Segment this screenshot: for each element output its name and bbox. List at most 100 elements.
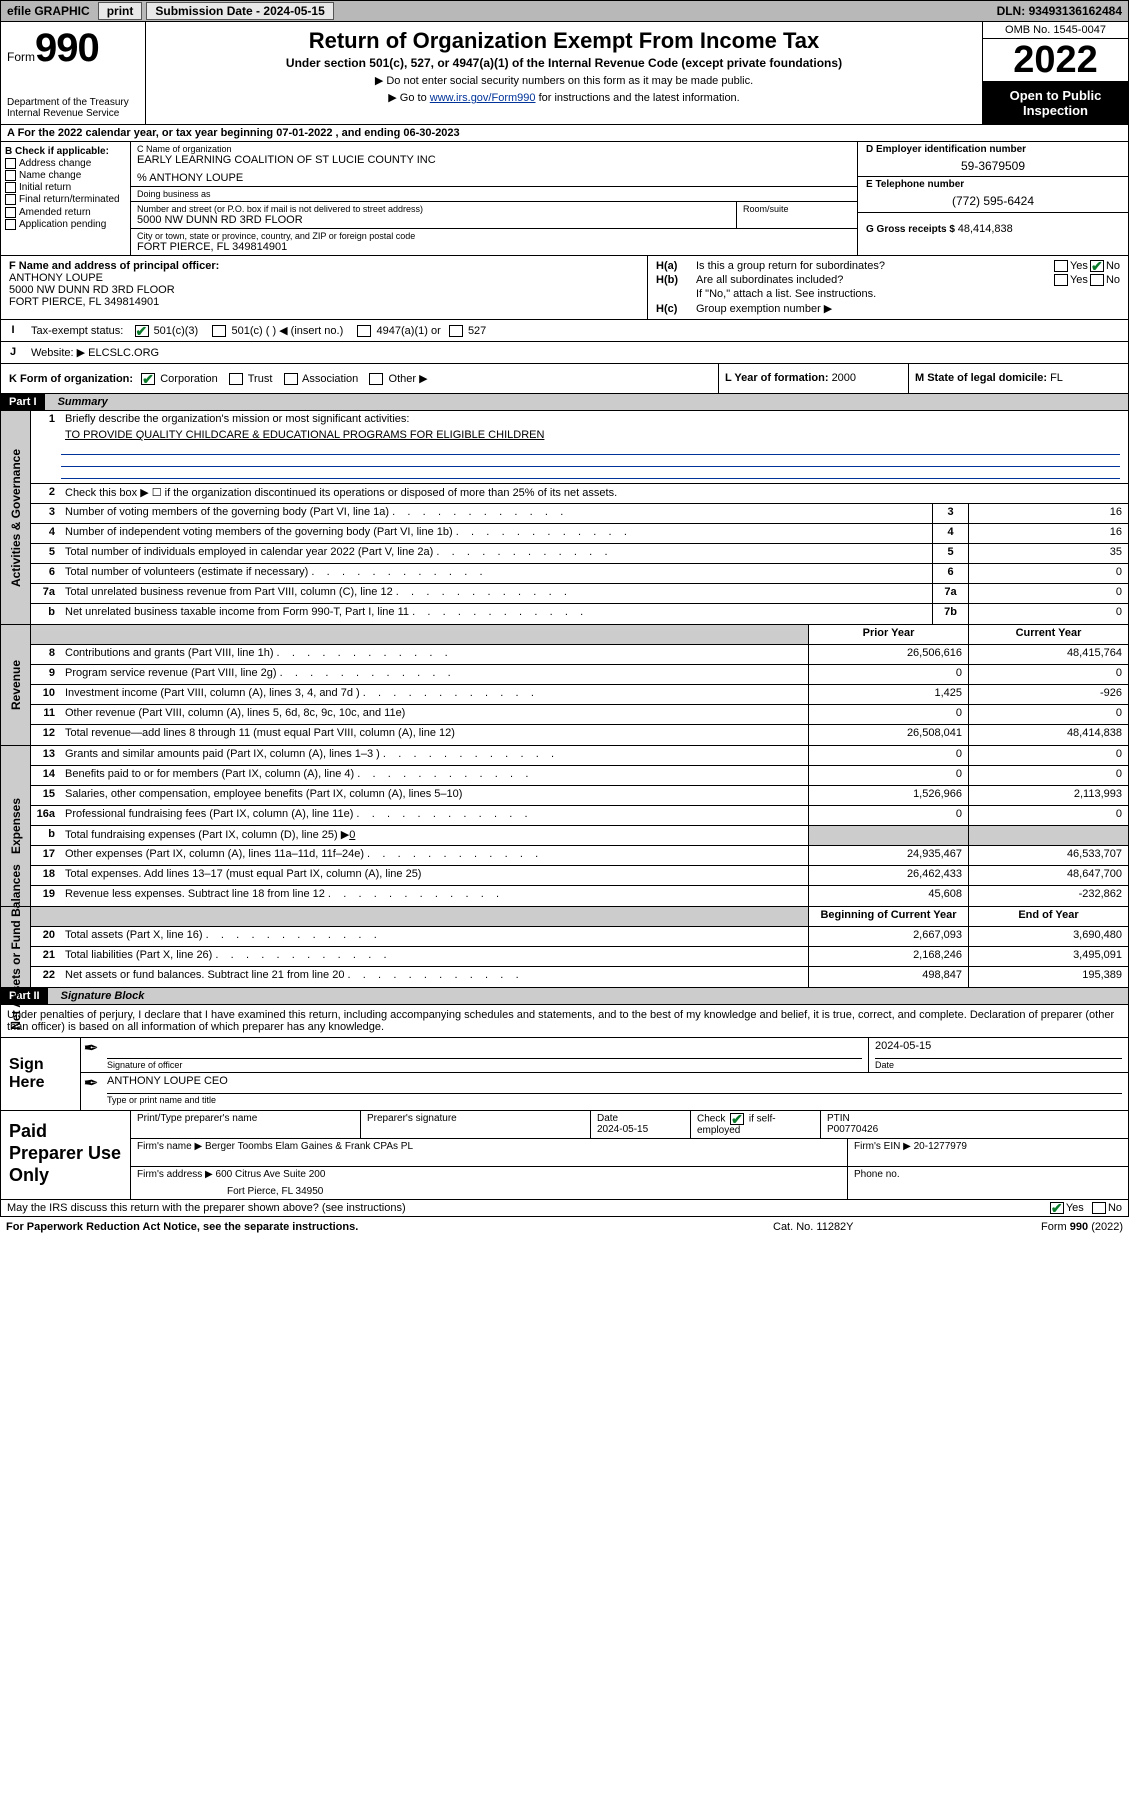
irs-link[interactable]: www.irs.gov/Form990 — [430, 92, 536, 104]
line-4: Number of independent voting members of … — [61, 524, 932, 543]
curr-12: 48,414,838 — [968, 725, 1128, 745]
firm-ein: 20-1277979 — [914, 1141, 967, 1152]
col-h-group: H(a) Is this a group return for subordin… — [648, 256, 1128, 319]
chk-4947[interactable] — [357, 325, 371, 337]
prior-13: 0 — [808, 746, 968, 765]
chk-association[interactable] — [284, 373, 298, 385]
paid-preparer-label: Paid Preparer Use Only — [1, 1111, 131, 1199]
tax-year-begin: 07-01-2022 — [276, 127, 332, 139]
firm-addr1: 600 Citrus Ave Suite 200 — [216, 1169, 326, 1180]
eoy-22: 195,389 — [968, 967, 1128, 987]
tax-year-end: 06-30-2023 — [403, 127, 459, 139]
chk-501c[interactable] — [212, 325, 226, 337]
discuss-yes[interactable] — [1050, 1202, 1064, 1214]
website-row: Website: ▶ ELCSLC.ORG — [25, 342, 1128, 363]
form-subtitle: Under section 501(c), 527, or 4947(a)(1)… — [154, 56, 974, 70]
col-de: D Employer identification number 59-3679… — [858, 142, 1128, 255]
line-15: Salaries, other compensation, employee b… — [61, 786, 808, 805]
curr-18: 48,647,700 — [968, 866, 1128, 885]
col-f-officer: F Name and address of principal officer:… — [1, 256, 648, 319]
line-7a: Total unrelated business revenue from Pa… — [61, 584, 932, 603]
line-13: Grants and similar amounts paid (Part IX… — [61, 746, 808, 765]
prior-19: 45,608 — [808, 886, 968, 906]
ha-yes[interactable]: Yes — [1052, 260, 1088, 272]
prior-10: 1,425 — [808, 685, 968, 704]
omb-number: OMB No. 1545-0047 — [983, 22, 1128, 39]
line-12: Total revenue—add lines 8 through 11 (mu… — [61, 725, 808, 745]
ein: 59-3679509 — [866, 155, 1120, 173]
discuss-no[interactable] — [1092, 1202, 1106, 1214]
line-19: Revenue less expenses. Subtract line 18 … — [61, 886, 808, 906]
chk-initial-return[interactable]: Initial return — [5, 182, 126, 193]
cat-no: Cat. No. 11282Y — [773, 1221, 973, 1233]
line-20: Total assets (Part X, line 16) — [61, 927, 808, 946]
penalties-text: Under penalties of perjury, I declare th… — [0, 1005, 1129, 1038]
block-fh: F Name and address of principal officer:… — [0, 256, 1129, 320]
top-toolbar: efile GRAPHIC print Submission Date - 20… — [0, 0, 1129, 22]
prior-18: 26,462,433 — [808, 866, 968, 885]
line-16b: Total fundraising expenses (Part IX, col… — [61, 826, 808, 845]
city-state-zip: FORT PIERCE, FL 349814901 — [137, 241, 851, 253]
section-expenses: Expenses 13Grants and similar amounts pa… — [0, 746, 1129, 907]
curr-14: 0 — [968, 766, 1128, 785]
prior-17: 24,935,467 — [808, 846, 968, 865]
row-klm: K Form of organization: Corporation Trus… — [0, 364, 1129, 394]
dln-label: DLN: 93493136162484 — [997, 4, 1128, 18]
hb-no[interactable]: No — [1088, 274, 1120, 286]
part2-header: Part II Signature Block — [0, 988, 1129, 1005]
chk-name-change[interactable]: Name change — [5, 170, 126, 181]
chk-application-pending[interactable]: Application pending — [5, 219, 126, 230]
print-button[interactable]: print — [98, 2, 143, 20]
ha-no[interactable]: No — [1088, 260, 1120, 272]
header-right: OMB No. 1545-0047 2022 Open to Public In… — [983, 22, 1128, 124]
prep-date: 2024-05-15 — [597, 1124, 648, 1135]
chk-address-change[interactable]: Address change — [5, 158, 126, 169]
line-18: Total expenses. Add lines 13–17 (must eq… — [61, 866, 808, 885]
val-7b: 0 — [968, 604, 1128, 624]
footer-last-line: For Paperwork Reduction Act Notice, see … — [0, 1217, 1129, 1237]
curr-9: 0 — [968, 665, 1128, 684]
curr-10: -926 — [968, 685, 1128, 704]
chk-501c3[interactable] — [135, 325, 149, 337]
curr-15: 2,113,993 — [968, 786, 1128, 805]
line-17: Other expenses (Part IX, column (A), lin… — [61, 846, 808, 865]
prior-16a: 0 — [808, 806, 968, 825]
col-b-checkboxes: B Check if applicable: Address change Na… — [1, 142, 131, 255]
hdr-boy: Beginning of Current Year — [808, 907, 968, 926]
firm-addr2: Fort Pierce, FL 34950 — [137, 1180, 841, 1197]
irs-label: Internal Revenue Service — [7, 108, 139, 119]
line-22: Net assets or fund balances. Subtract li… — [61, 967, 808, 987]
hb-yes[interactable]: Yes — [1052, 274, 1088, 286]
curr-17: 46,533,707 — [968, 846, 1128, 865]
chk-other[interactable] — [369, 373, 383, 385]
form-of-org: K Form of organization: Corporation Trus… — [1, 364, 718, 393]
hdr-eoy: End of Year — [968, 907, 1128, 926]
chk-527[interactable] — [449, 325, 463, 337]
hdr-current-year: Current Year — [968, 625, 1128, 644]
submission-date-button[interactable]: Submission Date - 2024-05-15 — [146, 2, 333, 20]
val-5: 35 — [968, 544, 1128, 563]
chk-amended-return[interactable]: Amended return — [5, 207, 126, 218]
chk-trust[interactable] — [229, 373, 243, 385]
chk-final-return[interactable]: Final return/terminated — [5, 194, 126, 205]
val-3: 16 — [968, 504, 1128, 523]
year-formation: L Year of formation: 2000 — [718, 364, 908, 393]
chk-self-employed[interactable] — [730, 1113, 744, 1125]
chk-corporation[interactable] — [141, 373, 155, 385]
eoy-20: 3,690,480 — [968, 927, 1128, 946]
officer-name: ANTHONY LOUPE — [9, 272, 639, 284]
line-6: Total number of volunteers (estimate if … — [61, 564, 932, 583]
curr-19: -232,862 — [968, 886, 1128, 906]
paid-preparer-block: Paid Preparer Use Only Print/Type prepar… — [0, 1111, 1129, 1200]
telephone: (772) 595-6424 — [866, 190, 1120, 208]
prior-15: 1,526,966 — [808, 786, 968, 805]
hdr-prior-year: Prior Year — [808, 625, 968, 644]
boy-21: 2,168,246 — [808, 947, 968, 966]
form-ref: Form 990 (2022) — [973, 1221, 1123, 1233]
val-6: 0 — [968, 564, 1128, 583]
website-value: ELCSLC.ORG — [88, 347, 159, 359]
line-3: Number of voting members of the governin… — [61, 504, 932, 523]
state-domicile: M State of legal domicile: FL — [908, 364, 1128, 393]
line-14: Benefits paid to or for members (Part IX… — [61, 766, 808, 785]
line-10: Investment income (Part VIII, column (A)… — [61, 685, 808, 704]
